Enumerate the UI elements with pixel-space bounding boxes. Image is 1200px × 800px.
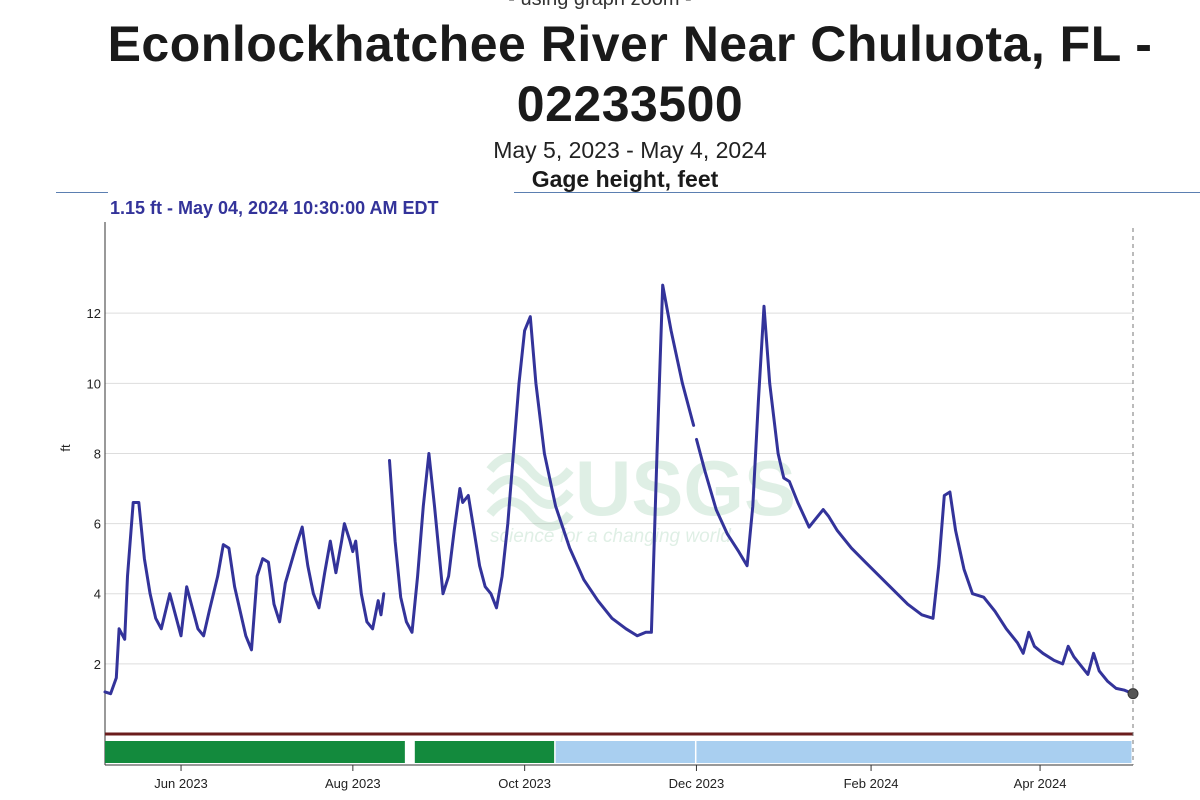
page-title: Econlockhatchee River Near Chuluota, FL … bbox=[107, 16, 1153, 132]
status-band-approved bbox=[105, 741, 405, 763]
usgs-logo-text: USGS bbox=[575, 444, 796, 532]
y-tick-label: 2 bbox=[94, 657, 101, 672]
y-tick-label: 6 bbox=[94, 517, 101, 532]
y-tick-label: 8 bbox=[94, 446, 101, 461]
x-tick-label: Oct 2023 bbox=[498, 776, 551, 791]
x-ticks: Jun 2023 Aug 2023 Oct 2023 Dec 2023 Feb 2024… bbox=[154, 765, 1066, 791]
zoom-note: - using graph zoom - bbox=[0, 0, 1200, 11]
usgs-watermark: USGS science for a changing world bbox=[486, 444, 796, 547]
header-rule-right bbox=[514, 192, 1200, 193]
series-line-segment[interactable] bbox=[388, 283, 696, 638]
gridlines bbox=[105, 312, 1133, 665]
x-tick-label: Dec 2023 bbox=[669, 776, 725, 791]
y-axis-label: ft bbox=[58, 444, 73, 452]
x-tick-label: Aug 2023 bbox=[325, 776, 381, 791]
header-rule-left bbox=[56, 192, 108, 193]
series-line-segment[interactable] bbox=[695, 304, 1135, 696]
date-range: May 5, 2023 - May 4, 2024 bbox=[493, 137, 767, 163]
current-value-readout: 1.15 ft - May 04, 2024 10:30:00 AM EDT bbox=[110, 198, 439, 218]
y-ticks: 2 4 6 8 10 12 bbox=[87, 306, 101, 672]
approval-status-bar bbox=[105, 741, 1132, 763]
x-tick-label: Apr 2024 bbox=[1014, 776, 1067, 791]
x-tick-label: Jun 2023 bbox=[154, 776, 208, 791]
status-band-provisional bbox=[696, 741, 1132, 763]
status-band-approved bbox=[414, 741, 555, 763]
status-band-provisional bbox=[555, 741, 695, 763]
usgs-tagline: science for a changing world bbox=[490, 526, 732, 547]
series-line-segment[interactable] bbox=[103, 501, 386, 696]
current-point-group bbox=[1127, 688, 1139, 700]
y-tick-label: 4 bbox=[94, 587, 101, 602]
axes: ft bbox=[58, 222, 1134, 766]
usgs-logo-mark bbox=[486, 453, 574, 531]
y-tick-label: 10 bbox=[87, 376, 101, 391]
parameter-label: Gage height, feet bbox=[531, 166, 719, 192]
x-tick-label: Feb 2024 bbox=[844, 776, 899, 791]
gage-height-series[interactable] bbox=[103, 283, 1135, 696]
y-tick-label: 12 bbox=[87, 306, 101, 321]
current-point-marker bbox=[1127, 688, 1139, 700]
